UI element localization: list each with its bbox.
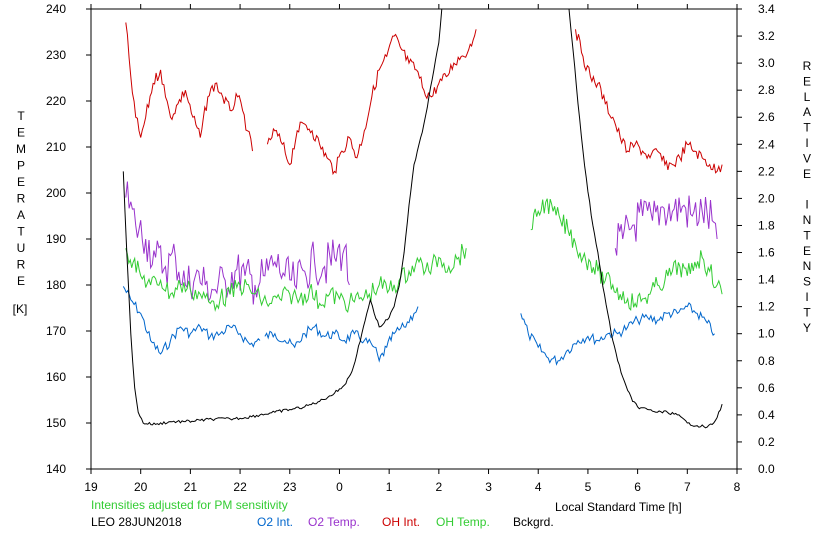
y-left-label-letter: P — [17, 159, 25, 173]
y-left-tick-label: 210 — [46, 140, 66, 154]
series-line-bckgrd — [568, 9, 723, 429]
y-right-tick-label: 1.0 — [758, 327, 775, 341]
y-left-label-letter: T — [17, 225, 25, 239]
x-tick-label: 20 — [134, 480, 148, 494]
y-left-label-letter: A — [17, 208, 25, 222]
y-right-tick-label: 3.4 — [758, 2, 775, 16]
legend-o2-temp: O2 Temp. — [308, 515, 360, 529]
y-right-label-letter: E — [803, 244, 811, 258]
y-right-label-letter: V — [803, 151, 811, 165]
y-right-tick-label: 1.4 — [758, 273, 775, 287]
y-right-label-letter: I — [805, 198, 808, 212]
y-left-unit: [K] — [13, 302, 28, 316]
x-tick-label: 6 — [634, 480, 641, 494]
y-left-tick-label: 230 — [46, 48, 66, 62]
y-right-label-letter: T — [803, 228, 811, 242]
y-right-label-letter: A — [803, 105, 811, 119]
y-right-tick-label: 2.2 — [758, 164, 775, 178]
series-line-oh-temp — [125, 243, 467, 314]
y-left-label-letter: E — [17, 175, 25, 189]
x-tick-label: 1 — [386, 480, 393, 494]
y-left-tick-label: 240 — [46, 2, 66, 16]
series-line-o2-int — [122, 286, 261, 355]
y-left-label-letter: E — [17, 126, 25, 140]
site-date-label: LEO 28JUN2018 — [91, 515, 182, 529]
y-right-label-letter: S — [803, 275, 811, 289]
y-right-label-letter: R — [803, 59, 812, 73]
y-left-tick-label: 150 — [46, 416, 66, 430]
y-right-tick-label: 0.4 — [758, 408, 775, 422]
y-right-label-letter: I — [805, 136, 808, 150]
series-line-oh-int — [266, 29, 477, 176]
series-line-oh-int — [125, 22, 253, 152]
y-right-label-letter: I — [805, 290, 808, 304]
y-right-tick-label: 2.4 — [758, 137, 775, 151]
x-tick-label: 2 — [436, 480, 443, 494]
legend-oh-int: OH Int. — [382, 515, 421, 529]
y-right-tick-label: 0.8 — [758, 354, 775, 368]
series-line-o2-temp — [125, 181, 350, 305]
x-tick-label: 4 — [535, 480, 542, 494]
legend-bckgrd: Bckgrd. — [513, 515, 554, 529]
y-right-tick-label: 1.8 — [758, 218, 775, 232]
y-right-label-letter: T — [803, 305, 811, 319]
series-line-oh-int — [575, 29, 723, 174]
series-line-o2-int — [520, 302, 715, 366]
y-right-tick-label: 2.8 — [758, 83, 775, 97]
y-left-label-letter: M — [16, 142, 26, 156]
y-right-tick-label: 3.0 — [758, 56, 775, 70]
x-tick-label: 5 — [585, 480, 592, 494]
y-left-tick-label: 160 — [46, 370, 66, 384]
x-tick-label: 7 — [684, 480, 691, 494]
x-tick-label: 8 — [734, 480, 741, 494]
y-right-label-letter: E — [803, 167, 811, 181]
y-left-label-letter: T — [17, 109, 25, 123]
plot-border — [90, 8, 738, 470]
ticks-layer: 19 20 21 22 23 0 1 2 3 4 5 6 7 8140150160170180190200… — [13, 2, 812, 494]
y-right-tick-label: 1.6 — [758, 246, 775, 260]
plot-frame — [90, 8, 738, 470]
y-left-tick-label: 170 — [46, 324, 66, 338]
y-left-tick-label: 200 — [46, 186, 66, 200]
legend-oh-temp: OH Temp. — [436, 515, 490, 529]
y-right-label-letter: Y — [803, 321, 811, 335]
y-left-tick-label: 190 — [46, 232, 66, 246]
series-line-o2-int — [264, 306, 419, 363]
y-left-label-letter: R — [17, 192, 26, 206]
y-left-tick-label: 180 — [46, 278, 66, 292]
y-right-tick-label: 3.2 — [758, 29, 775, 43]
x-tick-label: 21 — [184, 480, 198, 494]
y-right-label-letter: L — [804, 90, 811, 104]
y-right-tick-label: 1.2 — [758, 300, 775, 314]
y-left-label-letter: E — [17, 274, 25, 288]
x-tick-label: 23 — [283, 480, 297, 494]
series-line-oh-temp — [530, 198, 723, 312]
y-right-label-letter: E — [803, 74, 811, 88]
y-right-tick-label: 0.2 — [758, 435, 775, 449]
y-left-tick-label: 140 — [46, 462, 66, 476]
pm-sensitivity-note: Intensities adjusted for PM sensitivity — [91, 498, 288, 512]
x-tick-label: 19 — [84, 480, 98, 494]
legend-o2-int: O2 Int. — [257, 515, 294, 529]
y-right-label-letter: T — [803, 121, 811, 135]
series-layer — [122, 9, 723, 429]
y-right-label-letter: N — [803, 259, 812, 273]
x-tick-label: 22 — [233, 480, 247, 494]
y-right-tick-label: 2.6 — [758, 110, 775, 124]
x-axis-label: Local Standard Time [h] — [555, 500, 682, 514]
series-line-bckgrd — [122, 9, 443, 426]
y-left-label-letter: R — [17, 258, 26, 272]
y-left-label-letter: U — [17, 241, 26, 255]
y-right-tick-label: 2.0 — [758, 191, 775, 205]
y-right-tick-label: 0.6 — [758, 381, 775, 395]
series-line-o2-temp — [614, 195, 718, 256]
y-right-label-letter: N — [803, 213, 812, 227]
y-left-tick-label: 220 — [46, 94, 66, 108]
x-tick-label: 0 — [336, 480, 343, 494]
y-right-tick-label: 0.0 — [758, 462, 775, 476]
x-tick-label: 3 — [485, 480, 492, 494]
